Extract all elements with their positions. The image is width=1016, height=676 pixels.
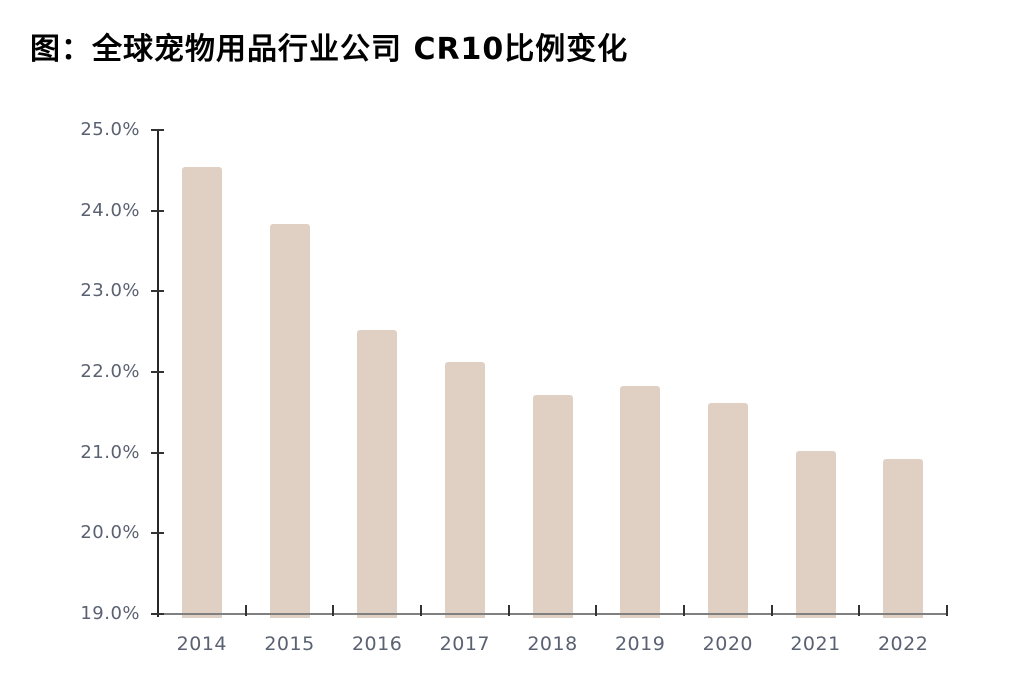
bar	[795, 451, 836, 618]
y-axis-tick-label: 19.0%	[80, 603, 140, 624]
x-axis-label: 2021	[790, 633, 841, 655]
x-axis-tick	[595, 605, 598, 616]
bar	[620, 385, 661, 618]
y-axis-tick	[151, 451, 164, 454]
bar	[444, 362, 485, 618]
y-axis-tick	[151, 532, 164, 535]
y-axis-tick-label: 25.0%	[80, 119, 140, 140]
bar	[707, 402, 748, 618]
bar	[181, 167, 222, 618]
y-axis-tick	[151, 209, 164, 212]
y-axis-tick	[151, 129, 164, 131]
x-axis-label: 2016	[351, 633, 403, 655]
bar	[532, 394, 573, 618]
x-axis-tick	[507, 605, 510, 616]
x-axis-label: 2018	[527, 633, 578, 655]
x-axis-label: 2017	[439, 633, 490, 655]
bar	[357, 330, 398, 618]
y-axis-tick-label: 20.0%	[80, 522, 140, 544]
y-axis-tick	[151, 613, 164, 615]
x-axis-tick	[332, 605, 335, 616]
x-axis-label: 2019	[614, 633, 666, 655]
y-axis-tick-label: 22.0%	[80, 361, 140, 382]
x-axis-label: 2020	[702, 633, 753, 655]
bar	[883, 459, 924, 618]
y-axis-tick-label: 23.0%	[80, 280, 140, 302]
x-axis-tick	[244, 605, 247, 616]
y-axis-tick	[151, 290, 164, 293]
y-axis-line	[157, 129, 159, 617]
x-axis-line	[156, 613, 948, 615]
chart-title: 图：全球宠物用品行业公司 CR10比例变化	[30, 32, 629, 67]
x-axis-tick	[770, 605, 773, 616]
bar	[269, 223, 310, 618]
y-axis-tick-label: 21.0%	[80, 441, 140, 463]
x-axis-label: 2015	[264, 633, 315, 655]
x-axis-tick	[858, 605, 861, 616]
x-axis-tick	[683, 605, 685, 616]
y-axis-tick-label: 24.0%	[80, 199, 140, 221]
x-axis-label: 2022	[877, 633, 929, 655]
x-axis-tick	[420, 605, 422, 616]
y-axis-tick	[151, 371, 164, 373]
x-axis-tick	[946, 605, 948, 616]
x-axis-label: 2014	[176, 633, 227, 655]
